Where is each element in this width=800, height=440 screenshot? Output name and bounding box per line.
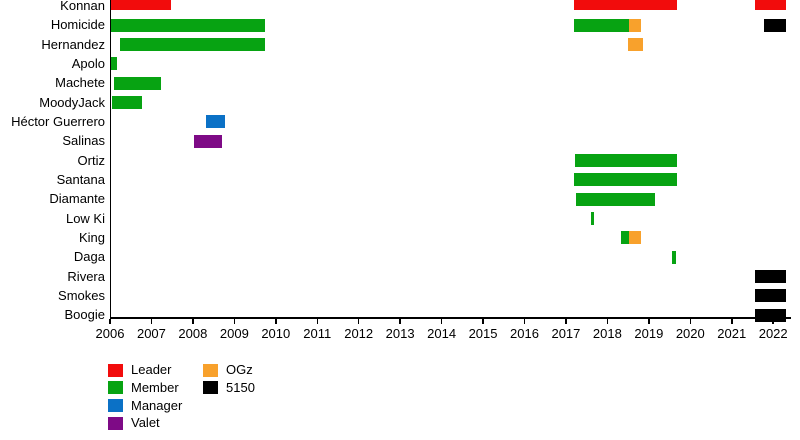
x-tick [689,318,692,324]
bar-member [110,18,265,32]
x-tick-label: 2019 [634,326,664,341]
bar-member [112,96,143,110]
x-tick-label: 2012 [344,326,374,341]
x-tick [357,318,360,324]
bar-member [574,18,630,32]
x-tick [606,318,609,324]
row-label-machete: Machete [55,75,105,91]
legend-swatch-valet [108,416,123,430]
x-axis-line [109,317,791,319]
x-tick-label: 2010 [261,326,291,341]
x-tick [523,318,526,324]
row-label-santana: Santana [56,171,105,187]
bar-ogz [628,38,643,52]
legend-swatch-ogz [203,363,218,377]
bar-member [574,173,678,187]
x-tick-label: 2011 [303,326,332,341]
bar-valet [194,134,223,148]
row-label-salinas: Salinas [62,133,105,149]
x-tick [648,318,650,324]
bar-5150 [754,308,786,322]
legend-label-valet: Valet [131,415,160,431]
bar-member [575,154,678,168]
legend-label-ogz: OGz [226,362,253,377]
bar-member [110,57,117,71]
row-label-ortiz: Ortiz [77,152,105,168]
x-tick [233,318,236,324]
y-axis-line [109,0,111,319]
x-tick-label: 2014 [427,326,457,341]
x-tick-label: 2007 [136,326,166,341]
x-tick-label: 2020 [675,326,705,341]
legend-label-leader: Leader [131,362,172,377]
x-tick-label: 2008 [178,326,208,341]
bar-ogz [629,18,642,32]
row-label-smokes: Smokes [58,287,105,303]
x-tick [731,318,733,324]
legend-swatch-5150 [203,381,218,395]
row-label-low-ki: Low Ki [65,210,105,226]
bar-5150 [763,18,786,32]
bar-member [621,231,630,245]
bar-5150 [754,270,786,284]
bar-ogz [629,231,642,245]
x-tick [150,318,153,324]
x-tick [399,318,401,324]
bar-manager [206,115,226,129]
row-label-boogie: Boogie [64,307,105,323]
x-tick [565,318,567,324]
x-tick-label: 2016 [510,326,539,341]
x-tick-label: 2015 [468,326,498,341]
bar-member [114,76,162,90]
bar-leader [110,0,171,10]
legend-swatch-manager [108,399,123,413]
bar-member [576,192,655,206]
bar-member [120,38,265,52]
x-tick [440,318,443,324]
x-tick [772,318,774,324]
x-tick [316,318,318,324]
x-tick-label: 2009 [219,326,249,341]
row-label-konnan: Konnan [60,0,105,13]
row-label-daga: Daga [73,249,105,265]
row-label-moodyjack: MoodyJack [39,94,105,110]
legend-label-5150: 5150 [226,379,255,395]
legend-label-manager: Manager [131,397,183,413]
row-label-rivera: Rivera [67,268,105,284]
legend-swatch-leader [108,363,123,377]
x-tick-label: 2021 [717,326,747,341]
x-tick-label: 2017 [551,326,581,341]
row-label-diamante: Diamante [49,191,105,207]
row-label-hernandez: Hernandez [41,36,105,52]
bar-leader [754,0,786,10]
x-tick-label: 2022 [758,326,788,341]
x-tick [482,318,484,324]
bar-member [590,212,594,226]
bar-5150 [754,289,786,303]
bar-leader [574,0,678,10]
x-tick-label: 2013 [385,326,415,341]
x-tick [192,318,194,324]
row-label-h-ctor-guerrero: Héctor Guerrero [11,113,105,129]
x-tick [275,318,277,324]
x-tick-label: 2006 [95,326,125,341]
row-label-apolo: Apolo [71,55,105,71]
row-label-king: King [78,229,105,245]
row-label-homicide: Homicide [50,17,105,33]
legend-label-member: Member [131,379,179,395]
legend-swatch-member [108,381,123,395]
x-tick [109,318,111,324]
x-tick-label: 2018 [592,326,622,341]
bar-member [672,250,676,264]
